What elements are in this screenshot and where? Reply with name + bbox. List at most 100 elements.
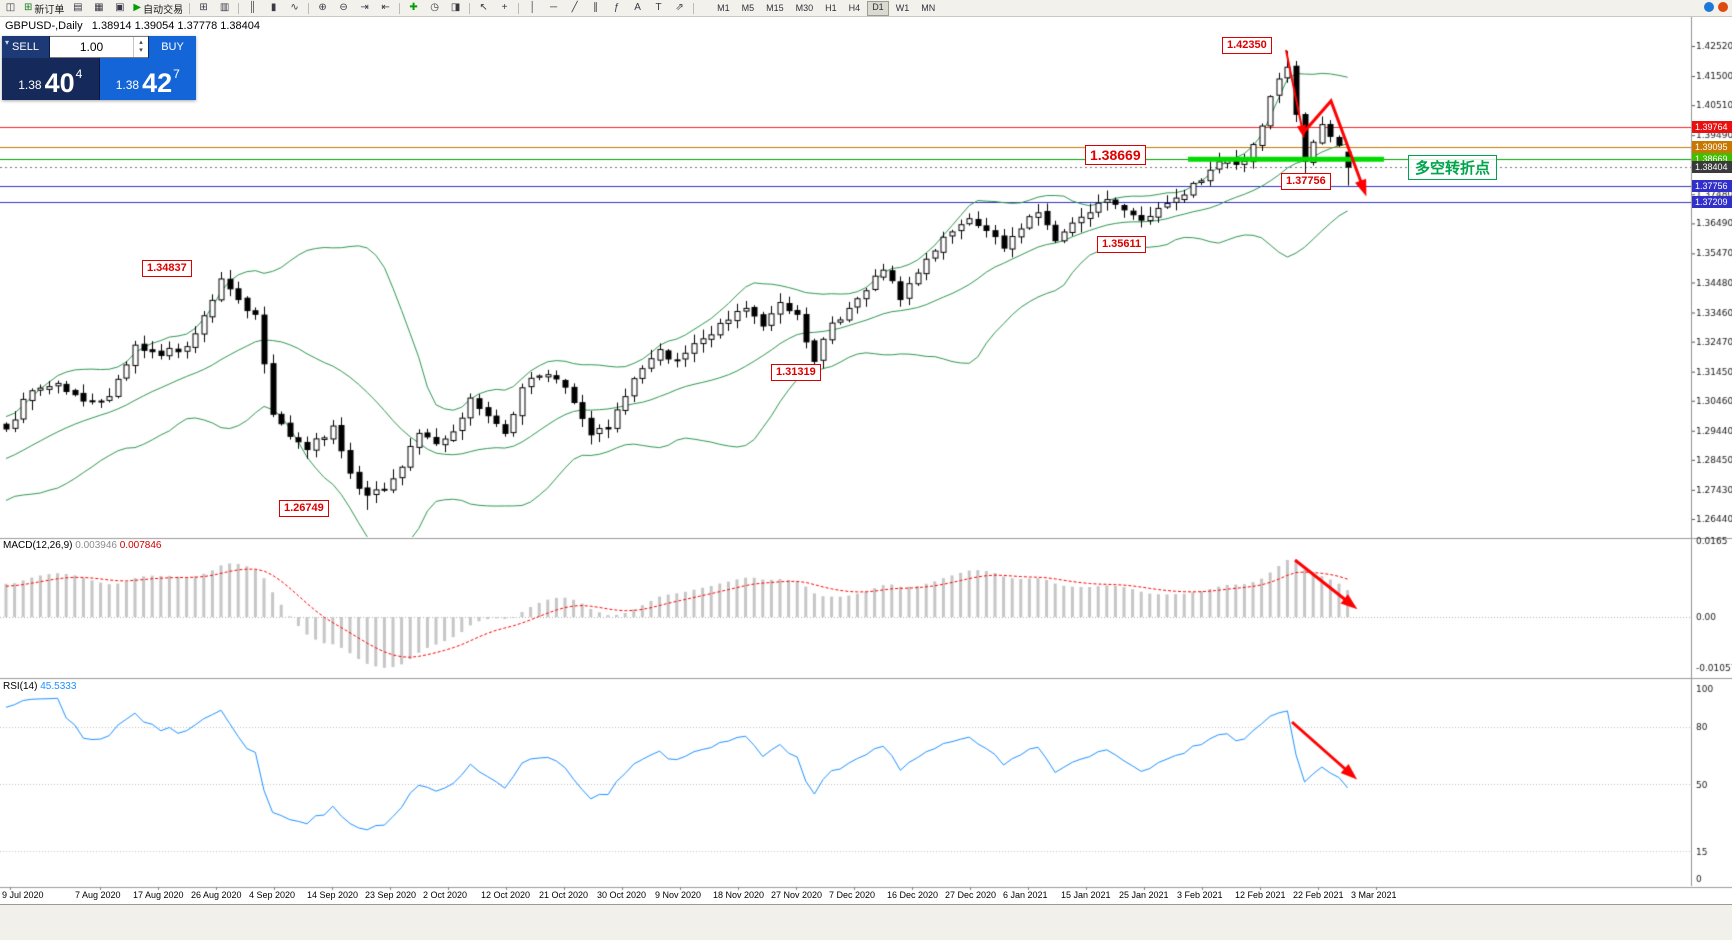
timeframe-h4-button[interactable]: H4 [848, 2, 861, 13]
axis-price-tag: 1.39095 [1692, 140, 1732, 153]
zoom-out-icon[interactable]: ⊖ [334, 1, 353, 15]
volume-stepper[interactable]: 1.00 ▴ ▾ [50, 36, 148, 58]
volume-value[interactable]: 1.00 [79, 40, 104, 54]
buy-price-pips: 42 [142, 68, 173, 98]
trade-panel-controls: SELL 1.00 ▴ ▾ BUY [2, 36, 196, 58]
new-chart-icon-glyph-icon: ⊞ [199, 2, 208, 13]
templates-icon-glyph-icon: ◨ [450, 2, 461, 13]
timeframe-m15-button[interactable]: M15 [766, 2, 784, 13]
trendline-icon[interactable]: ╱ [565, 1, 584, 15]
date-axis-label: 16 Dec 2020 [887, 890, 939, 900]
price-annotation-label[interactable]: 1.31319 [771, 364, 821, 381]
toolbar-separator [693, 2, 695, 14]
date-axis-label: 27 Dec 2020 [945, 890, 997, 900]
chart-shift-icon[interactable]: ⇤ [376, 1, 395, 15]
volume-up-icon[interactable]: ▴ [139, 39, 143, 46]
date-axis-label: 9 Nov 2020 [655, 890, 702, 900]
date-axis-label: 12 Oct 2020 [481, 890, 531, 900]
timeframe-m1-button[interactable]: M1 [717, 2, 730, 13]
timeframe-mn-button[interactable]: MN [921, 2, 936, 13]
date-axis-label: 7 Aug 2020 [75, 890, 121, 900]
volume-spinner-arrows[interactable]: ▴ ▾ [133, 37, 148, 57]
arrows-tool-icon-glyph-icon: ⇗ [675, 2, 684, 13]
panel-collapse-icon[interactable]: ▾ [5, 38, 10, 47]
timeframe-d1-button[interactable]: D1 [867, 0, 889, 16]
text-icon[interactable]: A [628, 1, 647, 15]
crosshair-icon[interactable]: + [495, 1, 514, 15]
price-annotation-label[interactable]: 1.42350 [1222, 37, 1272, 54]
text-label-icon[interactable]: T [649, 1, 668, 15]
date-axis-label: 12 Feb 2021 [1235, 890, 1286, 900]
alerts-icon[interactable] [1718, 2, 1728, 12]
macd-signal-value: 0.007846 [119, 540, 162, 551]
timeframe-w1-button[interactable]: W1 [895, 2, 910, 13]
buy-price-point: 7 [173, 67, 180, 81]
market-watch-icon-glyph-icon: ▦ [94, 2, 104, 13]
community-icon[interactable] [1704, 2, 1714, 12]
bar-chart-icon[interactable]: ║ [243, 1, 262, 15]
toolbar-separator [308, 2, 310, 14]
macd-name: MACD(12,26,9) [3, 540, 73, 551]
line-chart-icon[interactable]: ∿ [285, 1, 304, 15]
sell-price-display[interactable]: 1.38 40 4 [2, 58, 100, 100]
toolbar-separator [518, 2, 520, 14]
text-icon-glyph-icon: A [634, 2, 641, 13]
one-click-trading-panel: ▾ SELL 1.00 ▴ ▾ BUY 1.38 40 4 1.38 42 7 [2, 36, 196, 100]
candlestick-chart-icon[interactable]: ▮ [264, 1, 283, 15]
arrows-tool-icon[interactable]: ⇗ [670, 1, 689, 15]
axis-price-tag: 1.37756 [1692, 180, 1732, 193]
periods-icon[interactable]: ◷ [425, 1, 444, 15]
zoom-in-icon[interactable]: ⊕ [313, 1, 332, 15]
axis-price-tag: 1.37209 [1692, 196, 1732, 209]
periods-icon-glyph-icon: ◷ [430, 2, 439, 13]
buy-price-display[interactable]: 1.38 42 7 [99, 58, 196, 100]
trendline-icon-glyph-icon: ╱ [571, 2, 578, 13]
buy-button[interactable]: BUY [148, 36, 196, 58]
status-strip [0, 904, 1732, 940]
market-watch-icon[interactable]: ▦ [89, 1, 108, 15]
price-annotation-label[interactable]: 1.26749 [279, 500, 329, 517]
charts-window-icon[interactable]: ▤ [68, 1, 87, 15]
charts-window-icon-glyph-icon: ▤ [73, 2, 83, 13]
candlestick-chart-icon-glyph-icon: ▮ [270, 2, 277, 13]
horizontal-line-icon[interactable]: ─ [544, 1, 563, 15]
timeframe-m30-button[interactable]: M30 [795, 2, 814, 13]
date-axis-label: 4 Sep 2020 [249, 890, 296, 900]
channel-icon-glyph-icon: ∥ [593, 2, 599, 13]
cursor-icon[interactable]: ↖ [474, 1, 493, 15]
date-axis-label: 2 Oct 2020 [423, 890, 468, 900]
date-axis-label: 6 Jan 2021 [1003, 890, 1048, 900]
price-annotation-label[interactable]: 1.35611 [1097, 236, 1147, 253]
new-chart-icon[interactable]: ⊞ [194, 1, 213, 15]
toolbar-separator [399, 2, 401, 14]
auto-scroll-icon[interactable]: ⇥ [355, 1, 374, 15]
date-axis-label: 15 Jan 2021 [1061, 890, 1111, 900]
price-annotation-label[interactable]: 1.37756 [1281, 173, 1331, 190]
terminal-icon[interactable]: ▣ [110, 1, 129, 15]
indicators-icon[interactable]: ✚ [404, 1, 423, 15]
date-axis-label: 25 Jan 2021 [1119, 890, 1169, 900]
auto-trading-button[interactable]: ▶ 自动交易 [131, 1, 185, 16]
price-annotation-label[interactable]: 1.34837 [142, 260, 192, 277]
channel-icon[interactable]: ∥ [586, 1, 605, 15]
sell-button[interactable]: SELL [2, 36, 50, 58]
price-annotation-label[interactable]: 1.38669 [1085, 145, 1146, 165]
timeframe-h1-button[interactable]: H1 [825, 2, 837, 13]
standard-toolbar-icon[interactable]: ◫ [1, 1, 20, 15]
chart-shift-icon-glyph-icon: ⇤ [381, 2, 390, 13]
vertical-line-icon[interactable]: │ [523, 1, 542, 15]
horizontal-line-icon-glyph-icon: ─ [550, 2, 558, 13]
toolbar-separator [238, 2, 240, 14]
profiles-icon[interactable]: ▥ [215, 1, 234, 15]
chart-ohlc-header: GBPUSD-,Daily 1.38914 1.39054 1.37778 1.… [5, 20, 261, 32]
fibonacci-icon[interactable]: ƒ [607, 1, 626, 15]
volume-down-icon[interactable]: ▾ [139, 47, 143, 54]
new-order-button[interactable]: ⊞ 新订单 [22, 1, 66, 16]
templates-icon[interactable]: ◨ [446, 1, 465, 15]
sell-price-point: 4 [75, 67, 83, 81]
line-chart-icon-glyph-icon: ∿ [290, 2, 299, 13]
timeframe-m5-button[interactable]: M5 [741, 2, 755, 13]
turning-point-note[interactable]: 多空转折点 [1408, 155, 1498, 180]
